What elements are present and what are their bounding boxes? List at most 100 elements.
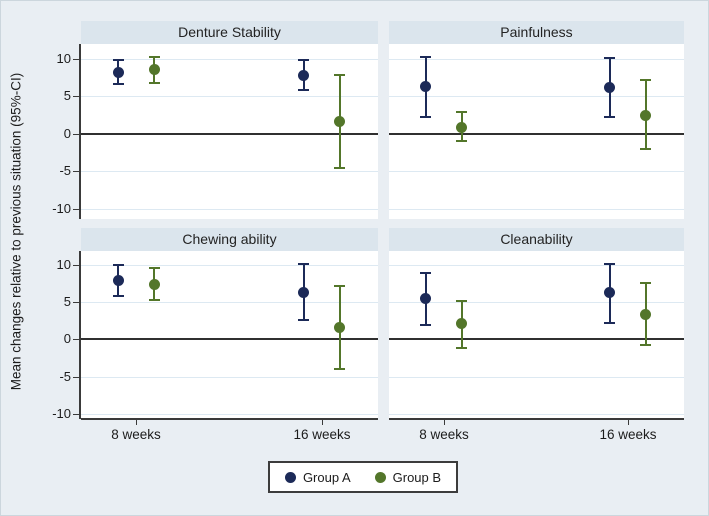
y-tick-label: -5 [59,369,71,384]
data-point-marker [148,278,160,290]
gridline [81,414,378,415]
ci-cap-low [112,295,124,298]
y-tick-label: 5 [63,88,71,103]
y-tick-mark [73,377,79,378]
ci-cap-high [420,271,432,274]
y-tick-label: 0 [63,331,71,346]
data-point-marker [456,318,468,330]
ci-cap-high [148,267,160,270]
ci-cap-low [640,147,652,150]
plot-area-cleanability [389,251,684,419]
y-axis-line [79,44,81,219]
x-tick-label: 8 weeks [419,427,469,442]
x-tick-label: 16 weeks [599,427,657,442]
y-axis-line [79,251,81,419]
panel-title-painfulness: Painfulness [389,21,684,44]
ci-cap-high [298,262,310,265]
gridline [389,59,684,60]
gridline [81,209,378,210]
zero-line [389,133,684,135]
ci-cap-low [148,81,160,84]
data-point-marker [148,63,160,75]
gridline [389,302,684,303]
ci-cap-high [420,55,432,58]
ci-cap-low [148,299,160,302]
y-tick-label: 5 [63,294,71,309]
y-tick-label: 10 [56,51,71,66]
ci-cap-low [456,140,468,143]
ci-cap-high [456,111,468,114]
ci-cap-high [604,263,616,266]
data-point-marker [334,322,346,334]
y-axis-title: Mean changes relative to previous situat… [8,72,24,391]
x-axis-line [389,418,684,420]
gridline [389,377,684,378]
gridline [81,59,378,60]
plot-area-painfulness [389,44,684,219]
zero-line [389,338,684,340]
x-tick-mark [444,420,445,425]
y-tick-mark [73,171,79,172]
x-tick-mark [628,420,629,425]
y-tick-mark [73,96,79,97]
y-tick-label: 10 [56,257,71,272]
ci-cap-low [334,368,346,371]
panel-title-cleanability: Cleanability [389,228,684,251]
ci-cap-low [420,115,432,118]
y-tick-mark [73,134,79,135]
ci-cap-high [112,59,124,62]
gridline [389,171,684,172]
gridline [81,171,378,172]
data-point-marker [456,121,468,133]
zero-line [81,338,378,340]
legend: Group A Group B [268,461,458,493]
legend-label-group-b: Group B [392,469,442,485]
x-axis-line [81,418,378,420]
data-point-marker [604,287,616,299]
y-tick-mark [73,265,79,266]
gridline [389,414,684,415]
data-point-marker [112,275,124,287]
group-a-marker-icon [284,471,296,483]
ci-cap-low [112,83,124,86]
panel-title-chewing-ability: Chewing ability [81,228,378,251]
group-b-marker-icon [374,471,386,483]
ci-cap-low [298,89,310,92]
ci-cap-low [640,344,652,347]
gridline [389,209,684,210]
y-tick-label: -5 [59,163,71,178]
ci-cap-high [640,281,652,284]
gridline [81,377,378,378]
data-point-marker [112,66,124,78]
ci-cap-high [298,59,310,62]
y-tick-label: -10 [52,406,71,421]
x-tick-mark [322,420,323,425]
ci-cap-low [604,116,616,119]
data-point-marker [420,293,432,305]
gridline [81,265,378,266]
data-point-marker [334,116,346,128]
x-tick-label: 16 weeks [293,427,351,442]
ci-cap-low [298,319,310,322]
plot-area-denture-stability [81,44,378,219]
zero-line [81,133,378,135]
ci-cap-low [456,346,468,349]
ci-cap-high [640,78,652,81]
y-tick-label: -10 [52,201,71,216]
panel-title-denture-stability: Denture Stability [81,21,378,44]
legend-label-group-a: Group A [302,469,351,485]
y-tick-mark [73,339,79,340]
gridline [389,265,684,266]
ci-cap-low [604,322,616,325]
ci-cap-high [148,55,160,58]
x-tick-label: 8 weeks [111,427,161,442]
ci-cap-high [456,299,468,302]
gridline [389,96,684,97]
ci-cap-low [334,167,346,170]
data-point-marker [604,81,616,93]
ci-cap-high [112,264,124,267]
y-tick-mark [73,414,79,415]
data-point-marker [420,81,432,93]
y-tick-label: 0 [63,126,71,141]
